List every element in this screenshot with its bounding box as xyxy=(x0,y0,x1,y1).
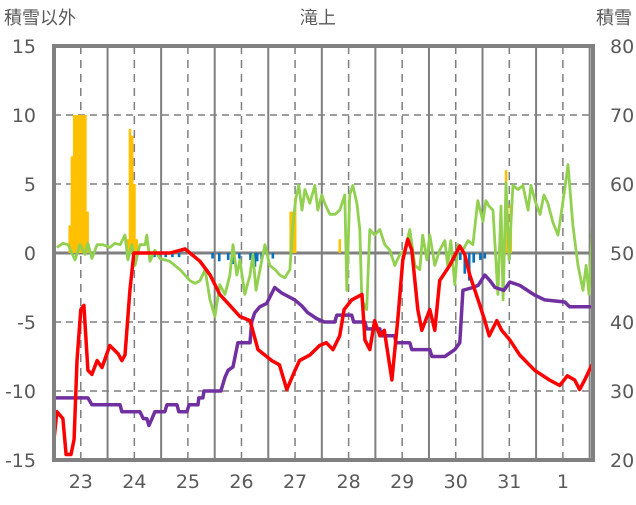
right-tick-label: 30 xyxy=(610,381,634,403)
orange-bar xyxy=(293,197,297,253)
x-tick-label: 28 xyxy=(337,471,361,493)
orange-bar xyxy=(128,128,132,253)
orange-bar xyxy=(68,225,72,253)
x-tick-label: 26 xyxy=(229,471,253,493)
orange-bar xyxy=(70,156,74,253)
blue-bar xyxy=(255,253,259,262)
left-tick-label: 10 xyxy=(12,105,36,127)
left-tick-label: 5 xyxy=(24,174,36,196)
left-tick-label: -10 xyxy=(5,381,36,403)
x-tick-label: 27 xyxy=(283,471,307,493)
blue-bar xyxy=(479,253,482,260)
blue-bar xyxy=(153,253,156,258)
left-tick-label: -15 xyxy=(5,450,36,472)
green-line xyxy=(56,163,595,318)
blue-bar xyxy=(177,253,181,258)
right-tick-label: 60 xyxy=(610,174,634,196)
purple-line xyxy=(54,273,593,428)
x-tick-label: 24 xyxy=(122,471,146,493)
left-axis-title: 積雪以外 xyxy=(4,8,76,29)
orange-bar xyxy=(86,211,89,253)
blue-bar xyxy=(472,253,475,263)
orange-bar xyxy=(130,135,134,253)
right-tick-label: 20 xyxy=(610,450,634,472)
blue-bar xyxy=(463,253,467,274)
right-axis-title: 積雪 xyxy=(596,8,632,29)
left-tick-label: 15 xyxy=(12,36,36,58)
orange-bar xyxy=(79,115,83,253)
left-tick-label: -5 xyxy=(17,312,36,334)
x-tick-label: 23 xyxy=(69,471,93,493)
x-tick-label: 31 xyxy=(497,471,521,493)
orange-bar xyxy=(84,115,87,253)
x-tick-label: 30 xyxy=(444,471,468,493)
blue-bar xyxy=(271,253,275,259)
chart-title: 滝上 xyxy=(300,8,336,29)
blue-bar xyxy=(211,253,214,259)
orange-bar xyxy=(75,115,78,253)
blue-bar xyxy=(483,253,487,259)
orange-bar xyxy=(289,211,292,253)
blue-bar xyxy=(171,253,174,258)
right-tick-label: 40 xyxy=(610,312,634,334)
blue-bar xyxy=(238,253,241,259)
right-tick-label: 80 xyxy=(610,36,634,58)
blue-bar xyxy=(217,253,221,262)
orange-bar xyxy=(338,239,342,253)
right-tick-label: 50 xyxy=(610,243,634,265)
orange-bar xyxy=(72,115,76,253)
x-tick-label: 29 xyxy=(390,471,414,493)
orange-bar xyxy=(81,115,85,253)
right-tick-label: 70 xyxy=(610,105,634,127)
orange-bar xyxy=(133,184,136,253)
orange-bar xyxy=(135,239,138,253)
red-line xyxy=(52,237,594,457)
x-tick-label: 25 xyxy=(176,471,200,493)
x-tick-label: 1 xyxy=(557,471,569,493)
plot-border xyxy=(52,44,595,462)
orange-bar xyxy=(126,239,130,253)
lines xyxy=(52,163,595,457)
blue-bar xyxy=(459,253,462,260)
left-tick-label: 0 xyxy=(24,243,36,265)
blue-bar xyxy=(226,253,230,260)
blue-bar xyxy=(253,253,257,267)
orange-bar xyxy=(77,115,80,253)
blue-bar xyxy=(249,253,252,260)
blue-bar xyxy=(164,253,167,258)
plot-frame xyxy=(52,44,595,462)
